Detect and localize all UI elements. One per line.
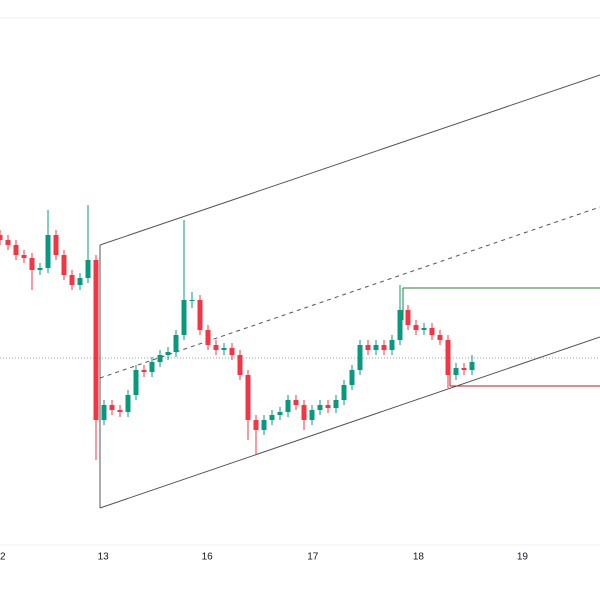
candle-body — [13, 245, 19, 255]
candle-body — [109, 405, 115, 410]
candle-body — [133, 370, 139, 395]
candle-body — [77, 278, 83, 285]
candle-body — [413, 325, 419, 330]
candle-body — [37, 268, 43, 270]
candle-body — [245, 375, 251, 420]
candle-body — [189, 300, 195, 301]
candle-body — [365, 345, 371, 350]
candle-body — [445, 340, 451, 375]
candle-body — [5, 240, 11, 245]
candle-body — [237, 355, 243, 375]
candle-body — [453, 368, 459, 375]
candle-body — [165, 352, 171, 355]
candle-body — [205, 330, 211, 345]
candle-body — [197, 300, 203, 330]
candle-body — [253, 420, 259, 430]
candle-body — [261, 420, 267, 430]
candle-body — [317, 405, 323, 410]
candle-body — [45, 235, 51, 268]
candle-body — [373, 345, 379, 350]
candle-body — [325, 405, 331, 408]
candle-body — [141, 370, 147, 372]
candle-body — [285, 400, 291, 412]
candle-body — [125, 395, 131, 412]
candle-body — [85, 260, 91, 278]
x-tick-label: 19 — [517, 552, 529, 563]
x-tick-label: 12 — [0, 552, 6, 563]
channel-upper — [99, 74, 600, 246]
candle-body — [101, 405, 107, 420]
candle-body — [173, 335, 179, 352]
candle-body — [0, 235, 3, 240]
candle-body — [333, 400, 339, 408]
candle-body — [21, 255, 27, 258]
x-tick-label: 16 — [202, 552, 214, 563]
candle-body — [381, 345, 387, 350]
candle-body — [341, 385, 347, 400]
candle-body — [349, 370, 355, 385]
candle-body — [181, 300, 187, 335]
x-tick-label: 18 — [413, 552, 425, 563]
candle-body — [277, 412, 283, 415]
candle-body — [53, 235, 59, 255]
candle-body — [69, 275, 75, 285]
candle-body — [157, 355, 163, 362]
candle-body — [461, 368, 467, 370]
x-tick-label: 17 — [307, 552, 319, 563]
candle-body — [389, 340, 395, 350]
candle-body — [229, 348, 235, 355]
candle-body — [437, 335, 443, 340]
channel-lower — [99, 336, 600, 509]
candle-body — [357, 345, 363, 370]
candle-body — [301, 405, 307, 420]
candle-body — [149, 362, 155, 372]
candle-body — [429, 328, 435, 335]
candle-body — [269, 415, 275, 420]
candle-body — [221, 348, 227, 350]
candle-body — [469, 362, 475, 370]
candle-body — [61, 255, 67, 275]
candle-body — [29, 258, 35, 270]
candle-body — [117, 410, 123, 412]
channel-mid — [99, 206, 600, 379]
candle-body — [405, 310, 411, 325]
candle-body — [213, 345, 219, 350]
candle-body — [293, 400, 299, 405]
candle-body — [421, 328, 427, 330]
candle-body — [397, 310, 403, 340]
candle-body — [309, 410, 315, 420]
candle-body — [93, 260, 99, 420]
x-tick-label: 13 — [98, 552, 110, 563]
